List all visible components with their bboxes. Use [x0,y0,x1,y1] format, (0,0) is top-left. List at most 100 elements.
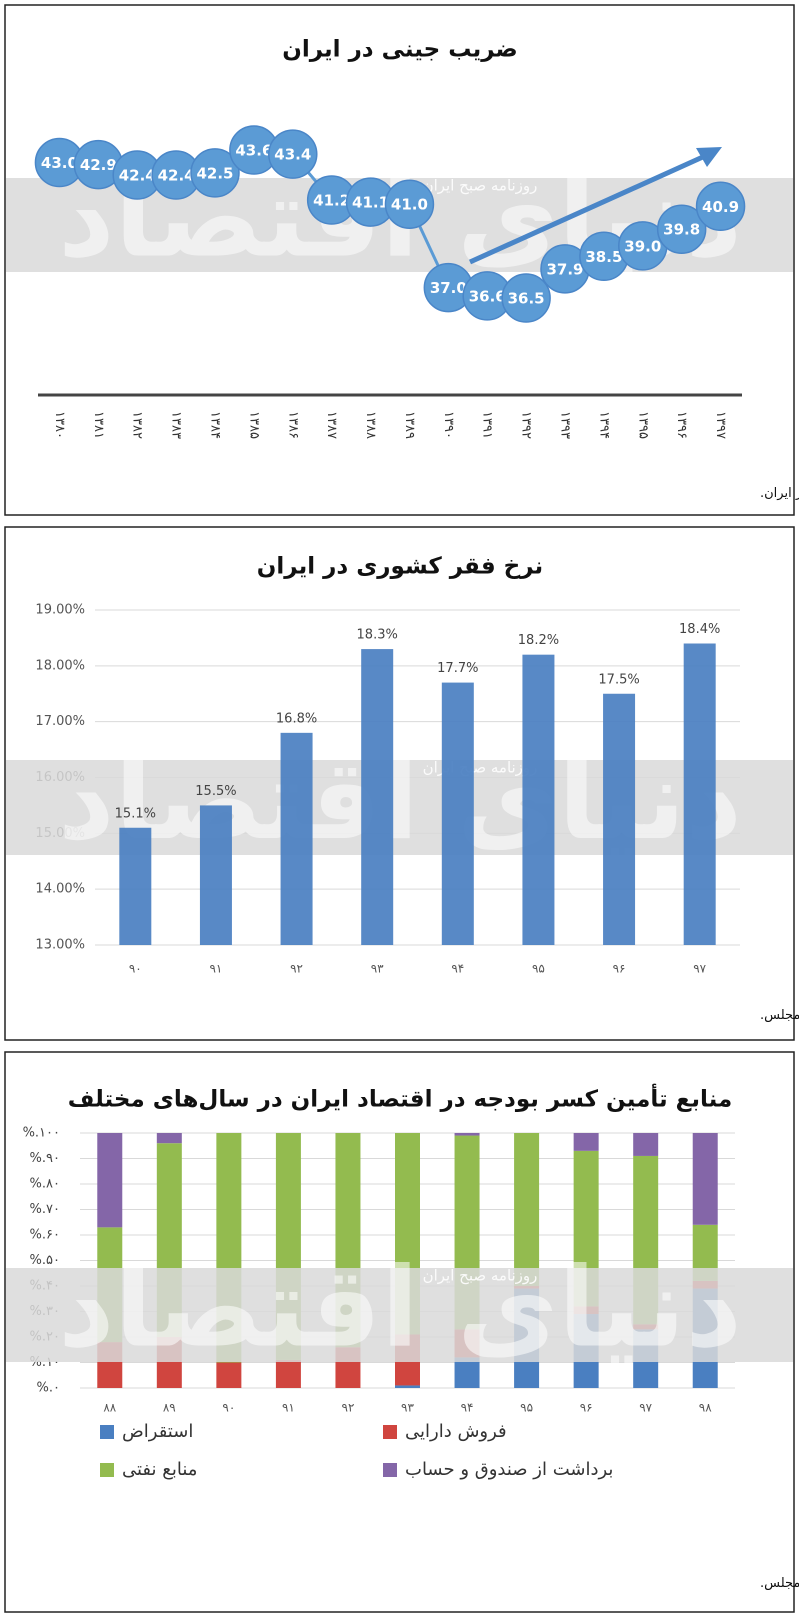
bar-segment [275,1359,301,1388]
x-tick-label: ۱۳۸۴ [208,411,223,439]
data-label: 42.5 [196,164,233,182]
trend-arrow [468,153,707,265]
x-tick-label: ۱۳۹۰ [441,411,456,439]
x-tick-label: ۹۲ [342,1401,355,1415]
bar-segment [514,1133,540,1286]
y-tick-label: 14.00% [35,882,85,897]
x-tick-label: ۱۳۸۱ [91,411,106,439]
x-tick-label: ۱۳۹۵ [635,411,650,439]
y-tick-label: %.۷۰ [30,1202,60,1217]
data-label: 41.0 [391,196,428,214]
source-text: گزارش شماره ۱۶۱۵۹ مرکز پژوهش‌های مجلس. [760,1007,799,1023]
y-tick-label: 17.00% [35,714,85,729]
bar [522,654,555,945]
point [268,129,318,179]
y-tick-label: 13.00% [35,938,85,953]
bar [280,732,313,945]
legend-label: فروش دارایی [405,1421,507,1442]
trend-arrow-head [696,147,722,167]
x-tick-label: ۱۳۹۴ [596,411,611,439]
bar-segment [156,1133,182,1144]
source: مأخذ:داده‌های رسمی مرکز آمار ایران. [760,484,799,501]
x-tick-label: ۹۸ [699,1401,712,1415]
x-tick-label: ۸۸ [103,1401,116,1415]
legend-swatch [383,1425,397,1439]
data-label: 17.5% [598,672,639,687]
source-text: محاسبات گروه اقتصاد کلان مرکز پژوهش‌های … [760,1575,799,1591]
data-label: 41.1 [352,194,389,212]
watermark-newspaper: روزنامه صبح ایران [423,759,538,777]
bar [119,827,152,945]
y-tick-label: 18.00% [35,658,85,673]
y-tick-label: 19.00% [35,603,85,618]
x-tick-label: ۱۳۹۱ [480,411,495,439]
data-label: 18.3% [357,628,398,643]
data-label: 37.0 [430,279,467,297]
data-label: 43.4 [274,146,311,164]
data-label: 37.9 [546,260,583,278]
data-label: 42.9 [80,156,117,174]
legend-label: برداشت از صندوق و حساب [405,1459,613,1480]
data-label: 18.4% [679,622,720,637]
data-label: 40.9 [702,198,739,216]
legend-swatch [100,1463,114,1477]
point [695,181,746,232]
x-tick-label: ۱۳۸۰ [52,411,67,439]
y-tick-label: %.۶۰ [30,1228,60,1243]
y-tick-label: %.۹۰ [30,1151,60,1166]
source-text: داده‌های رسمی مرکز آمار ایران. [760,484,799,501]
data-label: 15.1% [115,806,156,821]
data-label: 41.2 [313,192,350,210]
watermark-brand: دنیای اقتصاد [58,1243,742,1371]
x-tick-label: ۹۷ [693,962,706,976]
x-tick-label: ۹۰ [129,962,142,976]
data-label: 43.0 [41,154,78,172]
data-label: 15.5% [195,784,236,799]
point [501,273,551,323]
chart-title: ضریب جینی در ایران [282,37,518,63]
data-label: 43.6 [235,142,272,160]
chart-title: نرخ فقر کشوری در ایران [257,554,543,580]
y-tick-label: %.۵۰ [30,1253,60,1268]
x-tick-label: ۹۴ [451,962,464,976]
y-tick-label: %.۰ [37,1381,60,1396]
data-label: 42.4 [158,167,195,185]
data-label: 36.5 [508,290,545,308]
x-tick-label: ۱۳۹۶ [674,411,689,439]
x-tick-label: ۱۳۸۶ [285,411,300,439]
x-tick-label: ۱۳۸۸ [363,411,378,439]
bar [441,682,474,945]
x-tick-label: ۱۳۹۲ [519,411,534,439]
chart-title: منابع تأمین کسر بودجه در اقتصاد ایران در… [68,1083,732,1113]
watermark-brand: دنیای اقتصاد [58,736,742,864]
bar-segment [454,1357,480,1388]
bar-segment [573,1133,599,1151]
x-tick-label: ۹۳ [371,962,384,976]
data-label: 18.2% [518,633,559,648]
x-tick-label: ۱۳۸۹ [402,411,417,439]
bar-segment [395,1385,420,1388]
x-tick-label: ۹۵ [520,1401,533,1415]
bar [361,649,394,945]
point [190,148,240,198]
x-tick-label: ۸۹ [163,1401,176,1415]
watermark-band [6,1268,793,1362]
y-tick-label: %.۱۰۰ [23,1126,60,1141]
bar [603,693,636,945]
source: مأخذ:گزارش شماره ۱۶۱۵۹ مرکز پژوهش‌های مج… [760,1006,799,1023]
bar-segment [97,1133,123,1228]
data-label: 36.6 [469,287,506,305]
x-tick-label: ۹۵ [532,962,545,976]
x-tick-label: ۹۶ [613,962,626,976]
x-tick-label: ۹۴ [461,1401,474,1415]
data-label: 16.8% [276,711,317,726]
bar-segment [633,1133,659,1156]
x-tick-label: ۹۱ [209,962,222,976]
x-tick-label: ۹۷ [639,1401,652,1415]
data-label: 38.5 [585,248,622,266]
source: مأخذ:محاسبات گروه اقتصاد کلان مرکز پژوهش… [760,1574,799,1591]
bar-segment [454,1133,480,1136]
x-tick-label: ۹۱ [282,1401,295,1415]
point [384,179,435,229]
